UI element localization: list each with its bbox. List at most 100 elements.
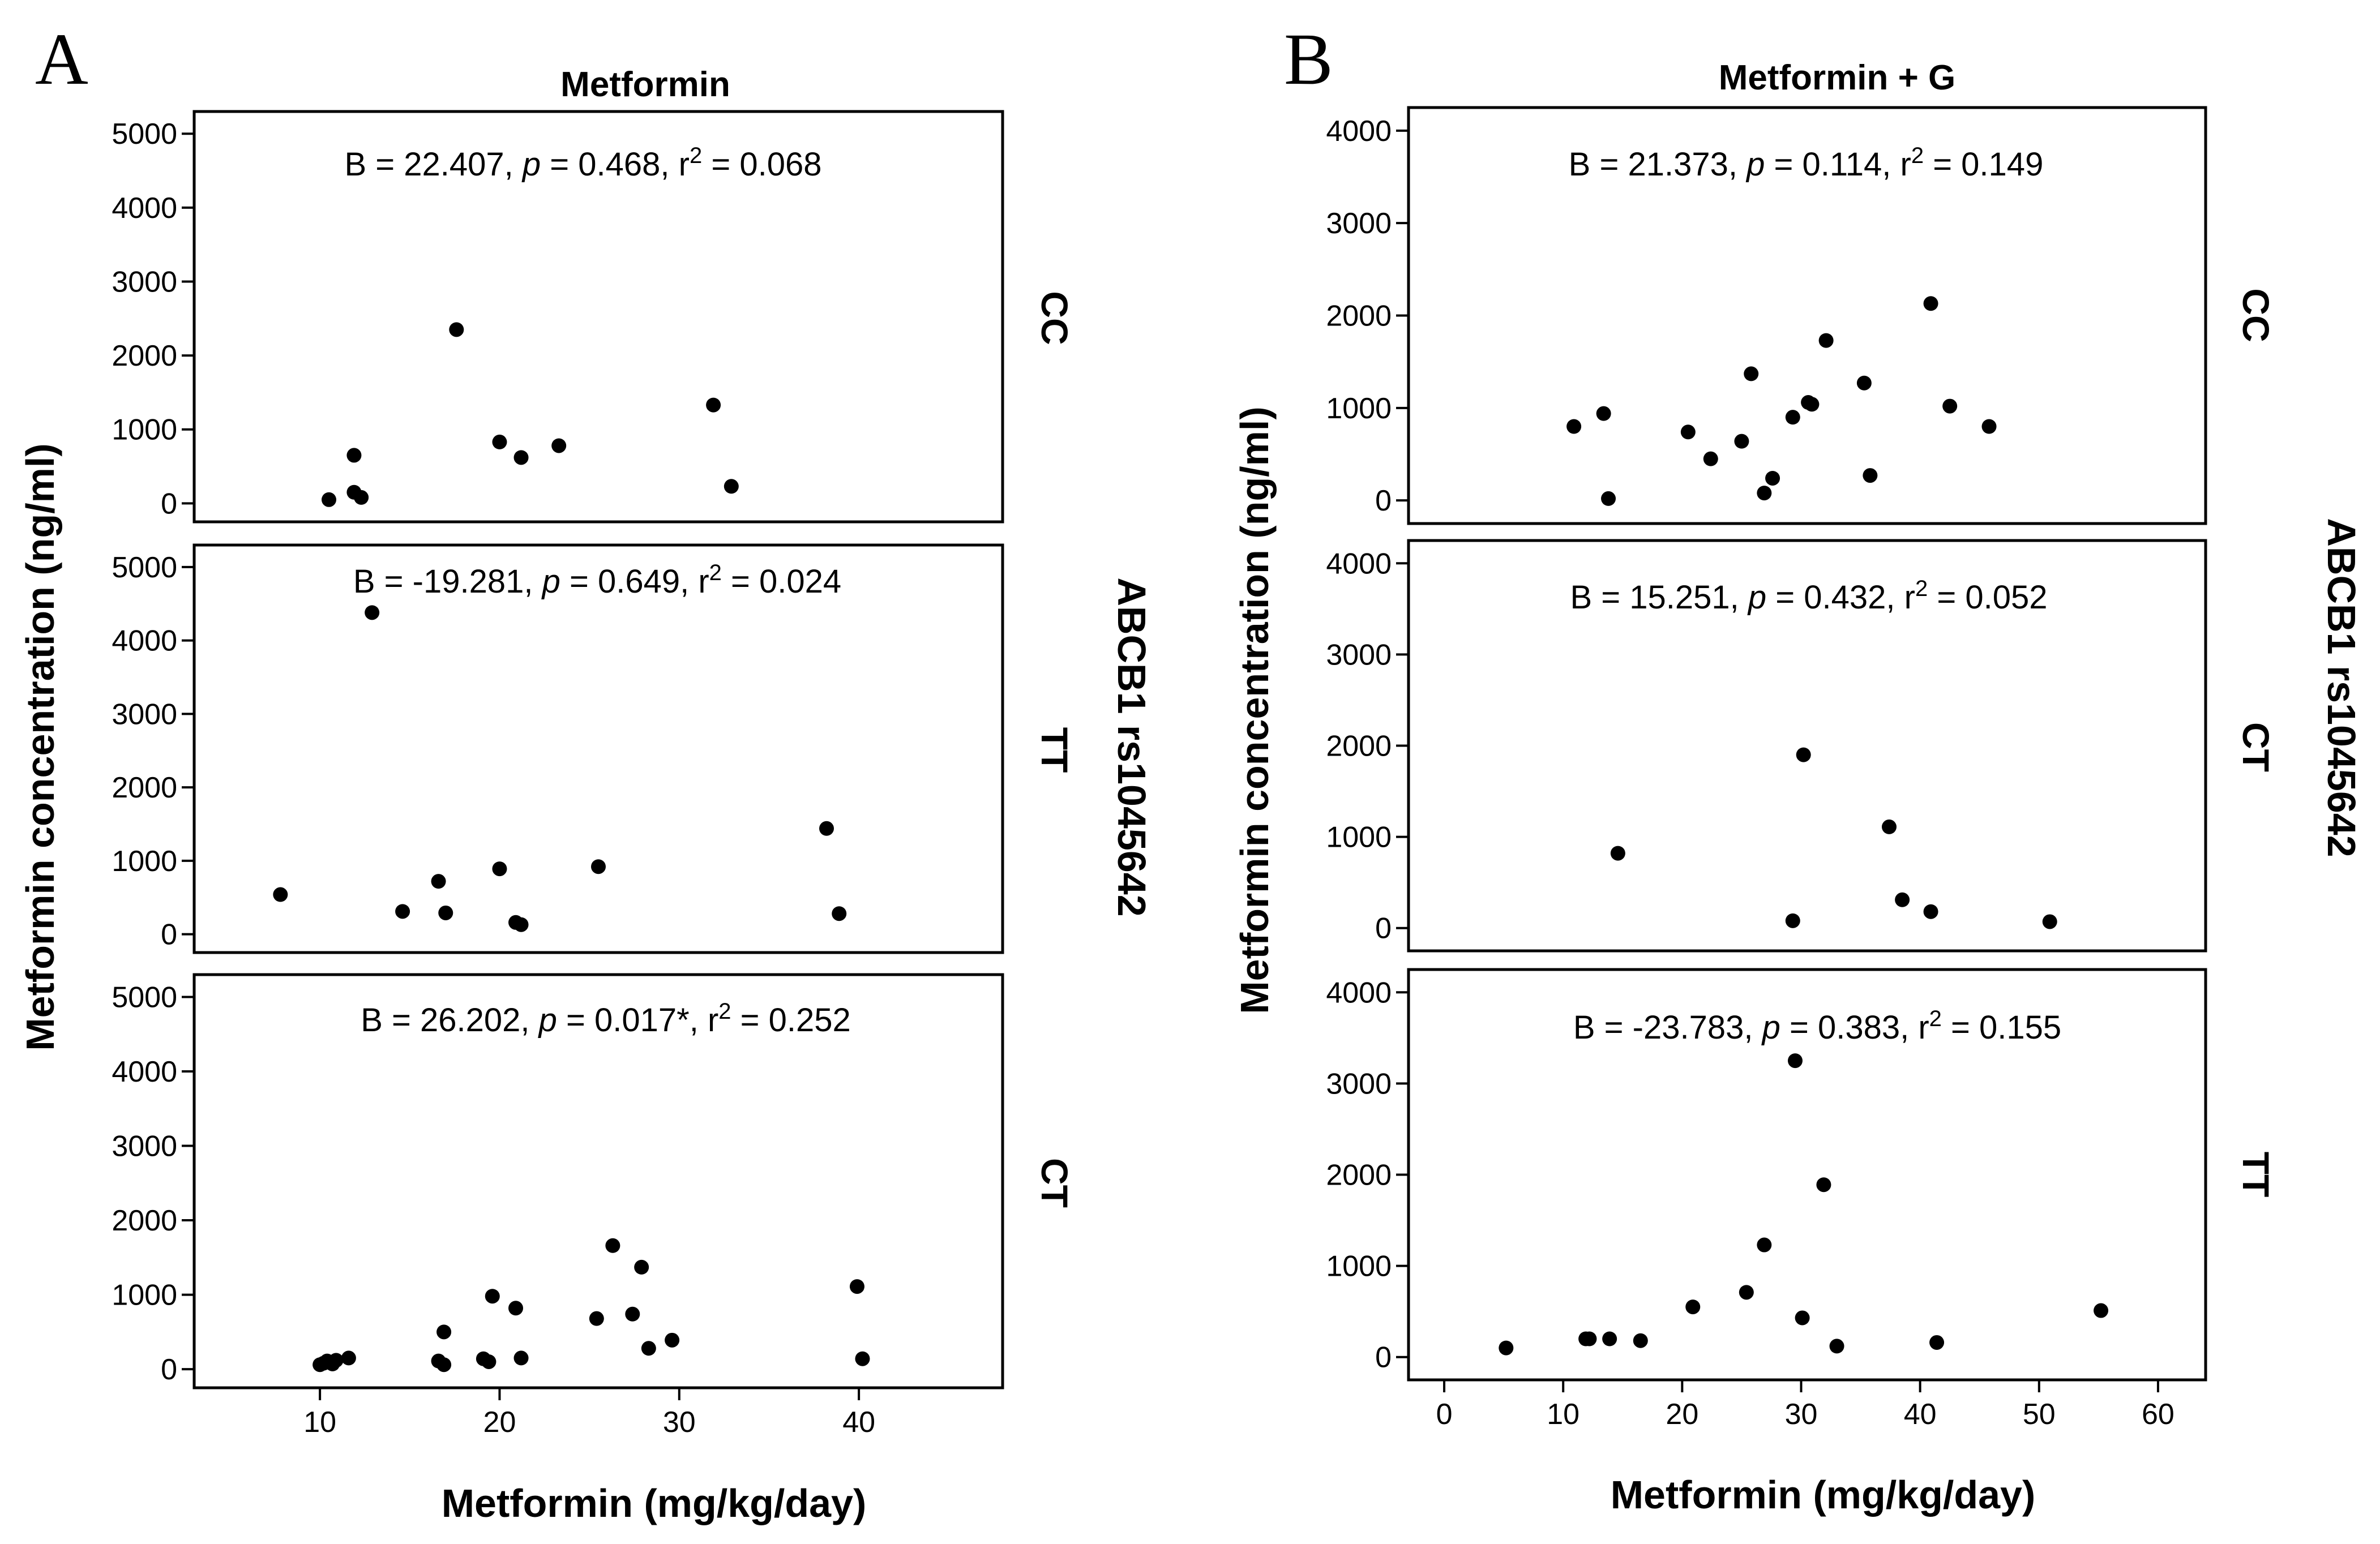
- panel-b-facet-ct-y-ticks: 0 1000 2000 3000 4000: [1326, 547, 1409, 945]
- panel-a-facet-ct-stat-r2-sup: 2: [718, 999, 731, 1024]
- panel-a-facet-tt-y-tick-label: 5000: [112, 551, 177, 584]
- panel-a-x-tick-label: 10: [303, 1406, 336, 1439]
- panel-b-facet-cc-data-point: [1566, 419, 1582, 434]
- panel-b-facet-tt-y-tick-label: 1000: [1326, 1250, 1392, 1283]
- panel-b-facet-ct-stat-b: B = 15.251,: [1570, 579, 1748, 616]
- panel-a-x-ticks: 10 20 30 40: [303, 1388, 875, 1439]
- panel-a-facet-ct-stat-p-symbol: p: [538, 1002, 557, 1039]
- panel-b-facet-ct-data-point: [1895, 892, 1910, 907]
- panel-a-title: Metformin: [560, 65, 730, 104]
- panel-b-x-tick-label: 20: [1666, 1398, 1698, 1431]
- panel-a-facet-ct-y-tick-label: 0: [161, 1353, 177, 1386]
- panel-b-facet-ct-data-point: [1610, 846, 1625, 861]
- panel-a-facet-cc-data-point: [354, 490, 369, 505]
- panel-b-facet-tt-data-point: [1829, 1339, 1844, 1354]
- panel-b-facet-ct-y-tick-label: 4000: [1326, 547, 1392, 580]
- panel-b-facet-ct-genotype: CT: [2235, 722, 2277, 772]
- panel-b-facet-cc: B = 21.373, p = 0.114, r2 = 0.149 CC 0 10…: [1326, 106, 2277, 525]
- panel-b-facet-ct-stat-p-symbol: p: [1747, 579, 1766, 616]
- panel-a-facet-ct-data-point: [625, 1306, 640, 1322]
- panel-a-facet-tt-y-tick-label: 1000: [112, 845, 177, 878]
- panel-a-facet-ct-stat-p: = 0.017*, r: [557, 1002, 718, 1039]
- panel-a-facet-tt-data-point: [492, 861, 507, 877]
- panel-a-facet-ct-data-point: [589, 1311, 604, 1326]
- panel-b-facet-cc-data-point: [1923, 296, 1938, 311]
- panel-a-facet-cc-y-ticks: 0 1000 2000 3000 4000 5000: [112, 118, 194, 520]
- panel-b-facet-cc-y-ticks: 0 1000 2000 3000 4000: [1326, 115, 1409, 517]
- panel-a-facet-ct-data-point: [436, 1324, 452, 1340]
- panel-b-facet-ct-stat-p: = 0.432, r: [1766, 579, 1915, 616]
- panel-b-facet-tt-y-tick-label: 4000: [1326, 976, 1392, 1009]
- panel-b-x-tick-label: 10: [1547, 1398, 1579, 1431]
- panel-a-facet-cc-stat-p-symbol: p: [521, 146, 541, 183]
- panel-a-facet-tt: B = -19.281, p = 0.649, r2 = 0.024 TT 0 1…: [112, 543, 1076, 954]
- panel-a-y-label: Metformin concentration (ng/ml): [18, 443, 62, 1050]
- panel-a-facet-tt-data-point: [513, 917, 529, 932]
- panel-a-facet-tt-stat-p: = 0.649, r: [560, 563, 709, 600]
- panel-b-facet-cc-points: [1566, 296, 1997, 506]
- panel-a-facet-cc-data-point: [492, 434, 507, 449]
- panel-a-facet-tt-data-point: [365, 605, 380, 620]
- panel-a-facet-ct-stat-b: B = 26.202,: [361, 1002, 538, 1039]
- panel-b-facet-tt-stat-r2: = 0.155: [1942, 1009, 2061, 1046]
- panel-b-facet-cc-data-point: [1596, 406, 1611, 421]
- panel-a-facet-tt-data-point: [832, 906, 847, 921]
- panel-b-facet-tt-data-point: [1739, 1285, 1754, 1300]
- panel-a-facet-ct-data-point: [641, 1341, 656, 1356]
- panel-b-facet-ct-stats: B = 15.251, p = 0.432, r2 = 0.052: [1570, 576, 2048, 616]
- panel-b-facet-ct-y-tick-label: 0: [1375, 912, 1392, 945]
- panel-a-facet-ct-y-tick-label: 4000: [112, 1056, 177, 1088]
- panel-b-facet-cc-data-point: [1942, 398, 1958, 414]
- panel-b-facet-tt-stat-p: = 0.383, r: [1780, 1009, 1929, 1046]
- panel-a-facet-ct-data-point: [849, 1279, 864, 1294]
- panel-a-facet-tt-y-tick-label: 2000: [112, 771, 177, 804]
- panel-a-facet-ct-data-point: [634, 1259, 649, 1275]
- panel-b-facet-cc-data-point: [1765, 470, 1780, 486]
- panel-b-x-ticks: 0 10 20 30 40 50 60: [1436, 1380, 2174, 1431]
- panel-b-facet-tt-y-tick-label: 3000: [1326, 1067, 1392, 1100]
- panel-b-facet-tt-data-point: [2094, 1303, 2109, 1318]
- panel-a-facet-ct-stat-r2: = 0.252: [731, 1002, 851, 1039]
- panel-b-facet-cc-stats: B = 21.373, p = 0.114, r2 = 0.149: [1569, 143, 2044, 183]
- panel-a-facet-tt-y-tick-label: 4000: [112, 625, 177, 658]
- panel-a-facet-cc-data-point: [322, 492, 336, 507]
- panel-a-facet-cc-y-tick-label: 4000: [112, 192, 177, 225]
- panel-b-facet-cc-stat-p: = 0.114, r: [1765, 146, 1911, 183]
- panel-b-facet-cc-data-point: [1856, 375, 1872, 391]
- panel-a-facet-ct-y-tick-label: 2000: [112, 1204, 177, 1237]
- panel-a-facet-tt-y-ticks: 0 1000 2000 3000 4000 5000: [112, 551, 194, 951]
- panel-a-facet-ct-data-point: [341, 1350, 356, 1366]
- panel-a-facet-ct-data-point: [328, 1353, 344, 1368]
- panel-a-x-tick-label: 20: [483, 1406, 516, 1439]
- panel-b-facet-cc-data-point: [1680, 424, 1696, 440]
- panel-a-facet-ct-stats: B = 26.202, p = 0.017*, r2 = 0.252: [361, 999, 851, 1039]
- panel-a-facet-ct-data-point: [513, 1350, 529, 1366]
- panel-a-facet-tt-y-tick-label: 0: [161, 919, 177, 951]
- panel-a-facet-cc-points: [322, 322, 739, 507]
- panel-b-facet-tt-y-tick-label: 0: [1375, 1341, 1392, 1374]
- panel-a-facet-cc-y-tick-label: 2000: [112, 340, 177, 372]
- panel-a-facet-cc-stat-r2: = 0.068: [702, 146, 821, 183]
- panel-a-facet-ct-y-tick-label: 1000: [112, 1279, 177, 1312]
- panel-b-facet-tt-data-point: [1757, 1237, 1772, 1253]
- panel-a-facet-cc-data-point: [346, 448, 362, 463]
- panel-b-facet-cc-stat-r2: = 0.149: [1924, 146, 2043, 183]
- panel-a-facet-tt-data-point: [273, 887, 288, 902]
- panel-a-facet-cc-stat-b: B = 22.407,: [345, 146, 523, 183]
- panel-a-facet-cc-y-tick-label: 0: [161, 487, 177, 520]
- panel-b-facet-tt-data-point: [1582, 1331, 1597, 1346]
- panel-b-facet-cc-data-point: [1734, 434, 1749, 449]
- panel-a-facet-ct-y-tick-label: 5000: [112, 981, 177, 1014]
- panel-a-x-tick-label: 30: [663, 1406, 696, 1439]
- panel-b-facet-tt-data-point: [1929, 1335, 1945, 1350]
- panel-b-facet-ct-y-tick-label: 3000: [1326, 638, 1392, 671]
- panel-b-x-tick-label: 0: [1436, 1398, 1453, 1431]
- panel-b-facet-ct-data-point: [1882, 819, 1897, 834]
- panel-b-facet-ct-y-tick-label: 1000: [1326, 821, 1392, 854]
- panel-a-facet-cc-stats: B = 22.407, p = 0.468, r2 = 0.068: [345, 143, 822, 183]
- panel-a-facet-tt-data-point: [431, 874, 446, 889]
- panel-a-facet-ct-y-tick-label: 3000: [112, 1130, 177, 1163]
- panel-b-facet-tt-stat-b: B = -23.783,: [1573, 1009, 1762, 1046]
- panel-b-facet-tt-stats: B = -23.783, p = 0.383, r2 = 0.155: [1573, 1006, 2061, 1046]
